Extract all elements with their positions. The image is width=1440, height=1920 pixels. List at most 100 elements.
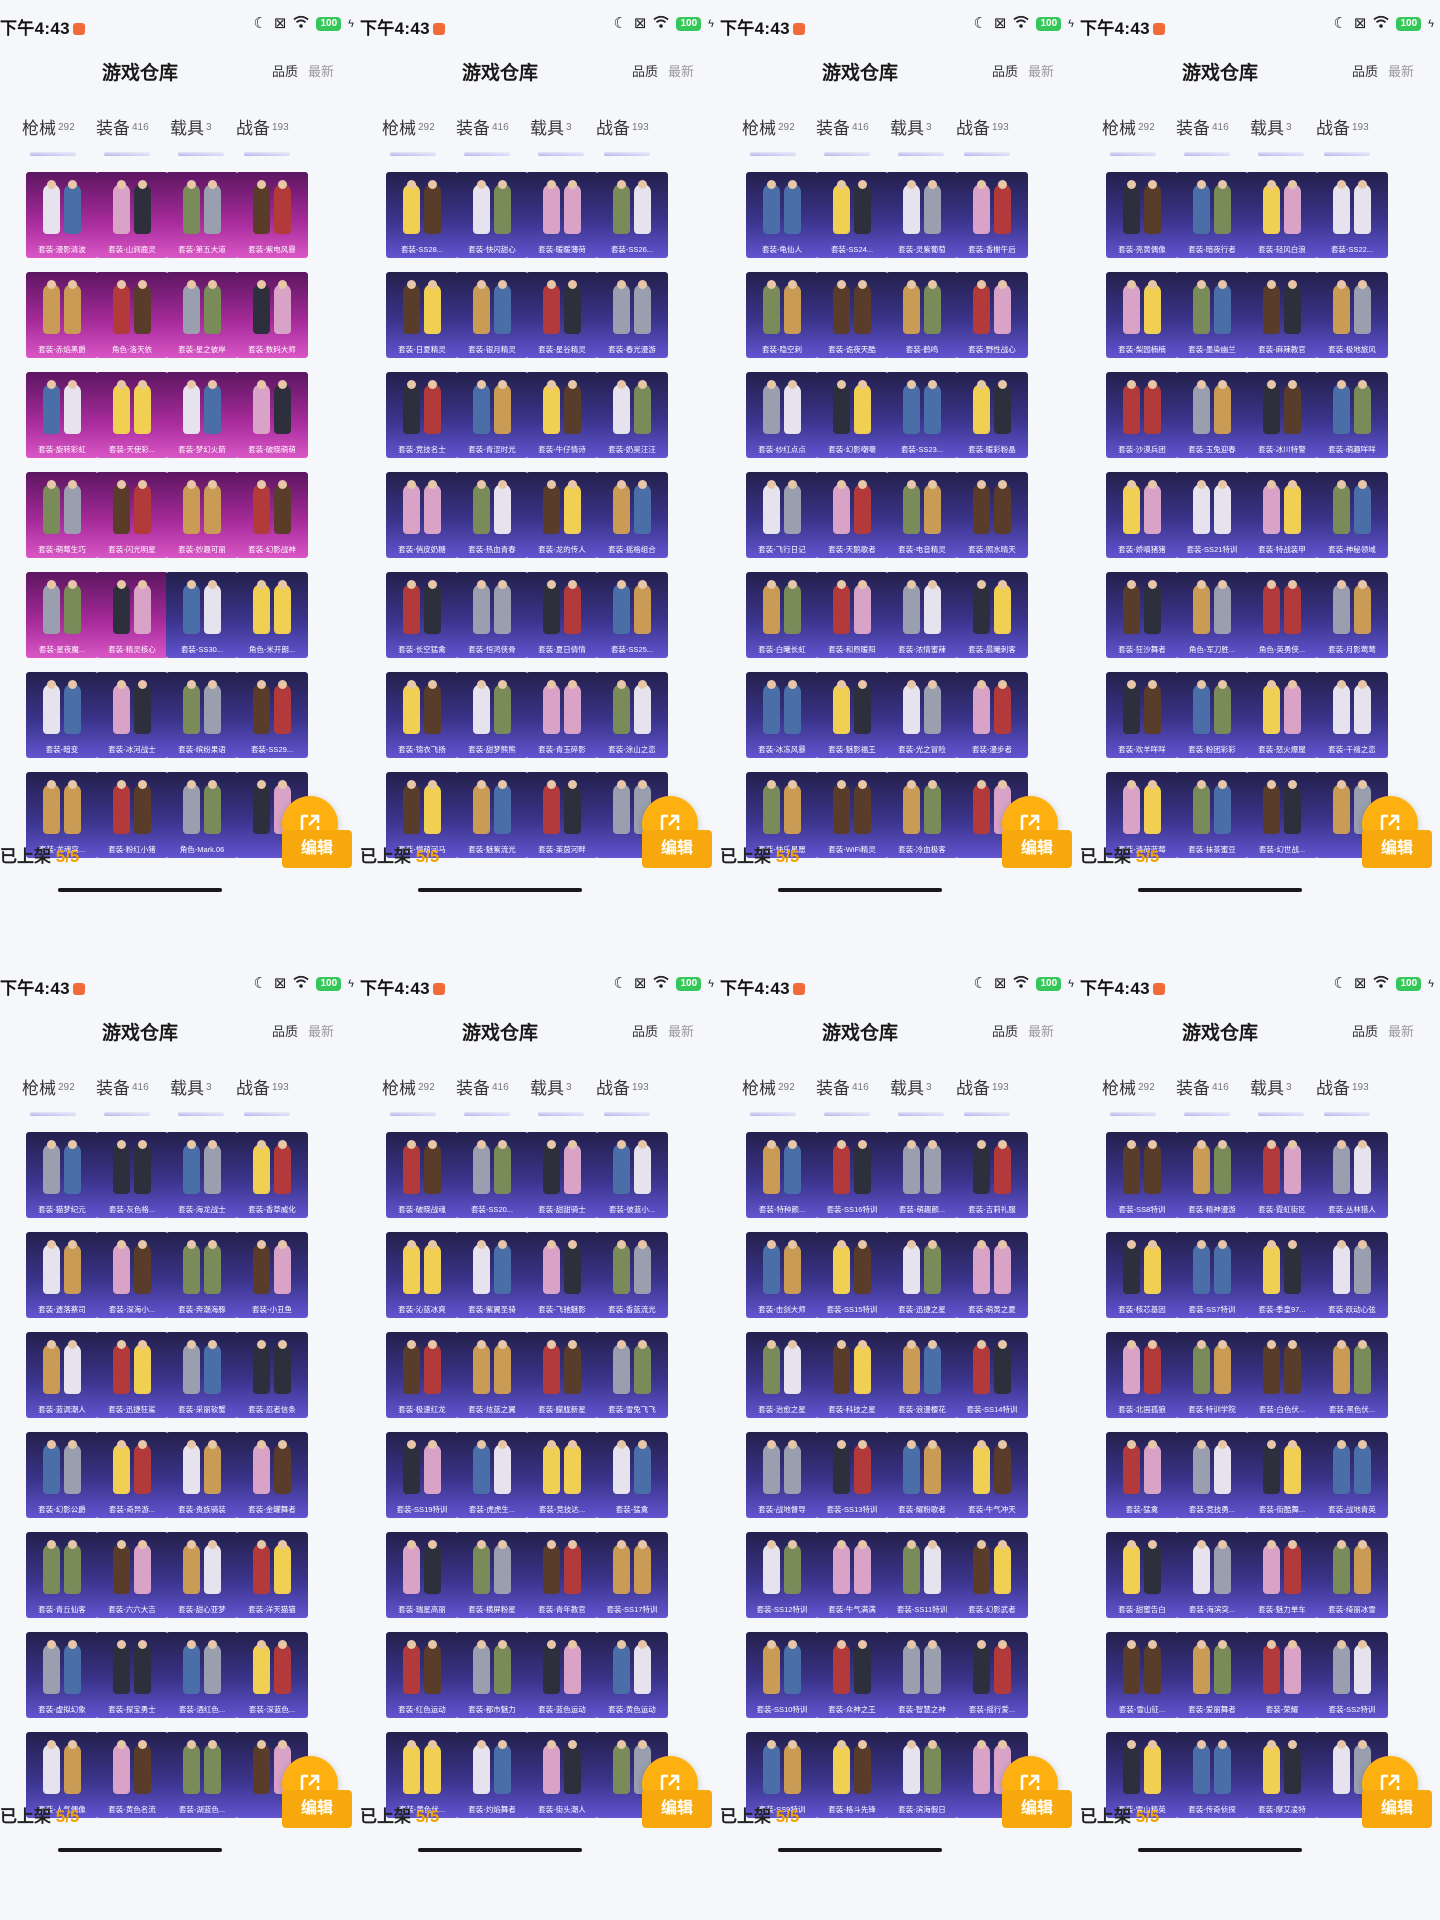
item-card[interactable]: 套装-耀粉歌者 <box>886 1432 958 1518</box>
item-card[interactable]: 套装-SS19特训 <box>386 1432 458 1518</box>
item-card[interactable]: 套装-迅捷之星 <box>886 1232 958 1318</box>
sort-newest-button[interactable]: 最新 <box>1388 1024 1415 1039</box>
item-card[interactable]: 套装-赤焰黑爵 <box>26 272 98 358</box>
item-card[interactable]: 套装-街头潮人 <box>526 1732 598 1818</box>
item-card[interactable]: 套装-破晓战魂 <box>386 1132 458 1218</box>
item-card[interactable]: 套装-长空猛禽 <box>386 572 458 658</box>
item-card[interactable]: 套装-白曦长虹 <box>746 572 818 658</box>
tab-combat-gear[interactable]: 战备 193 <box>956 119 1009 138</box>
item-card[interactable]: 套装-破晓萌萌 <box>236 372 308 458</box>
item-card[interactable]: 套装-奔潮海豚 <box>166 1232 238 1318</box>
item-card[interactable]: 套装-天鹅歌者 <box>816 472 888 558</box>
item-card[interactable]: 套装-核芯基因 <box>1106 1232 1178 1318</box>
item-card[interactable]: 角色-军刀胜... <box>1176 572 1248 658</box>
item-card[interactable]: 套装-虎虎生... <box>456 1432 528 1518</box>
item-card[interactable]: 套装-晨曦刺客 <box>956 572 1028 658</box>
item-card[interactable]: 套装-俏皮奶糖 <box>386 472 458 558</box>
item-card[interactable]: 套装-朦胧新星 <box>526 1332 598 1418</box>
sort-newest-button[interactable]: 最新 <box>668 64 695 79</box>
tab-combat-gear[interactable]: 战备 193 <box>956 1079 1009 1098</box>
item-card[interactable]: 套装-灰色格... <box>96 1132 168 1218</box>
tab-vehicles[interactable]: 载具 3 <box>530 119 572 138</box>
item-card[interactable]: 套装-黄色名流 <box>96 1732 168 1818</box>
item-card[interactable]: 套装-人气偶像 <box>26 1732 98 1818</box>
item-card[interactable]: 套装-爱丽舞者 <box>1176 1632 1248 1718</box>
item-card[interactable]: 套装-深海小... <box>96 1232 168 1318</box>
item-card[interactable]: 套装-绮丽冰雪 <box>1316 1532 1388 1618</box>
item-card[interactable]: 套装-SS20... <box>456 1132 528 1218</box>
item-card[interactable]: 套装-浪漫樱花 <box>886 1332 958 1418</box>
item-card[interactable]: 套装-夏日倩情 <box>526 572 598 658</box>
item-card[interactable]: 套装-魅力单车 <box>1246 1532 1318 1618</box>
tab-guns[interactable]: 枪械 292 <box>1102 1079 1155 1098</box>
item-card[interactable]: 套装-冰冻风暴 <box>746 672 818 758</box>
item-card[interactable]: 套装-热血青春 <box>456 472 528 558</box>
item-card[interactable]: 套装-红色运动 <box>386 1632 458 1718</box>
item-card[interactable]: 套装-香榭午后 <box>956 172 1028 258</box>
item-card[interactable]: 套装-特战装甲 <box>1246 472 1318 558</box>
item-card[interactable]: 套装-甜心亚梦 <box>166 1532 238 1618</box>
item-card[interactable]: 套装-雪山征... <box>1106 1632 1178 1718</box>
item-card[interactable]: 套装-香草威化 <box>236 1132 308 1218</box>
item-card[interactable]: 套装-闪光明星 <box>96 472 168 558</box>
item-card[interactable]: 套装-SS23... <box>886 372 958 458</box>
item-card[interactable]: 套装-精灵核心 <box>96 572 168 658</box>
item-card[interactable]: 套装-都市魅力 <box>456 1632 528 1718</box>
item-card[interactable]: 套装-特种颜... <box>746 1132 818 1218</box>
item-card[interactable]: 套装-虚拟幻象 <box>26 1632 98 1718</box>
item-card[interactable]: 套装-SS10特训 <box>746 1632 818 1718</box>
item-card[interactable]: 套装-青涩时光 <box>456 372 528 458</box>
item-card[interactable]: 套装-WiFi精灵 <box>816 772 888 858</box>
item-card[interactable]: 套装-众神之王 <box>816 1632 888 1718</box>
tab-equipment[interactable]: 装备 416 <box>456 119 509 138</box>
tab-guns[interactable]: 枪械 292 <box>742 119 795 138</box>
item-card[interactable]: 套装-击剑大师 <box>746 1232 818 1318</box>
edit-button[interactable]: 编辑 <box>1002 1790 1072 1828</box>
tab-combat-gear[interactable]: 战备 193 <box>236 119 289 138</box>
item-card[interactable]: 套装-鹤鸣 <box>886 272 958 358</box>
item-card[interactable]: 套装-锦衣飞扬 <box>386 672 458 758</box>
item-card[interactable]: 套装-黄色伏... <box>386 1732 458 1818</box>
item-card[interactable]: 套装-幻影嘲嘲 <box>816 372 888 458</box>
item-card[interactable]: 套装-萌莓生巧 <box>26 472 98 558</box>
item-card[interactable]: 套装-魅影福王 <box>816 672 888 758</box>
tab-combat-gear[interactable]: 战备 193 <box>596 119 649 138</box>
item-card[interactable]: 套装-北国孤狼 <box>1106 1332 1178 1418</box>
item-card[interactable]: 套装-亮黄偶像 <box>1106 172 1178 258</box>
item-card[interactable]: 套装-SS13特训 <box>816 1432 888 1518</box>
item-card[interactable]: 套装-街酷舞... <box>1246 1432 1318 1518</box>
item-card[interactable]: 套装-忍者信条 <box>236 1332 308 1418</box>
item-card[interactable]: 套装-猛禽 <box>1106 1432 1178 1518</box>
tab-vehicles[interactable]: 载具 3 <box>890 1079 932 1098</box>
item-card[interactable]: 套装-SS12特训 <box>746 1532 818 1618</box>
item-card[interactable]: 套装-春光漫游 <box>596 272 668 358</box>
item-card[interactable]: 套装-摇行爱... <box>956 1632 1028 1718</box>
item-card[interactable]: 套装-极速红龙 <box>386 1332 458 1418</box>
item-card[interactable]: 套装-星谷精灵 <box>526 272 598 358</box>
item-card[interactable]: 套装-轻风白浪 <box>1246 172 1318 258</box>
item-card[interactable]: 套装-蓝调潮人 <box>26 1332 98 1418</box>
item-card[interactable]: 套装-甜梦熊熊 <box>456 672 528 758</box>
item-card[interactable]: 角色-洛天依 <box>96 272 168 358</box>
item-card[interactable]: 套装-梦幻火箭 <box>166 372 238 458</box>
item-card[interactable]: 套装-粉团彩彩 <box>1176 672 1248 758</box>
item-card[interactable]: 套装-炫蓝之翼 <box>456 1332 528 1418</box>
item-card[interactable]: 套装-深蓝色... <box>236 1632 308 1718</box>
item-card[interactable]: 套装-猛禽 <box>596 1432 668 1518</box>
item-card[interactable]: 套装-冰川特警 <box>1246 372 1318 458</box>
item-card[interactable]: 套装-野性战心 <box>956 272 1028 358</box>
item-card[interactable]: 套装-月影莺莺 <box>1316 572 1388 658</box>
item-card[interactable]: 套装-沁蓝冰爽 <box>386 1232 458 1318</box>
item-card[interactable]: 套装-幻影武者 <box>956 1532 1028 1618</box>
item-card[interactable]: 套装-灼焰舞者 <box>456 1732 528 1818</box>
item-card[interactable]: 套装-天使彩... <box>96 372 168 458</box>
item-card[interactable]: 套装-暗变 <box>26 672 98 758</box>
tab-vehicles[interactable]: 载具 3 <box>170 119 212 138</box>
sort-quality-button[interactable]: 品质 <box>632 1024 659 1039</box>
item-card[interactable]: 套装-隐空刺 <box>746 272 818 358</box>
item-card[interactable]: 套装-梨园楠楠 <box>1106 272 1178 358</box>
item-card[interactable]: 套装-幻影战神 <box>236 472 308 558</box>
item-card[interactable]: 套装-小丑鱼 <box>236 1232 308 1318</box>
item-card[interactable]: 套装-幻世战... <box>1246 772 1318 858</box>
item-card[interactable]: 套装-清荷蓝莓 <box>1106 772 1178 858</box>
